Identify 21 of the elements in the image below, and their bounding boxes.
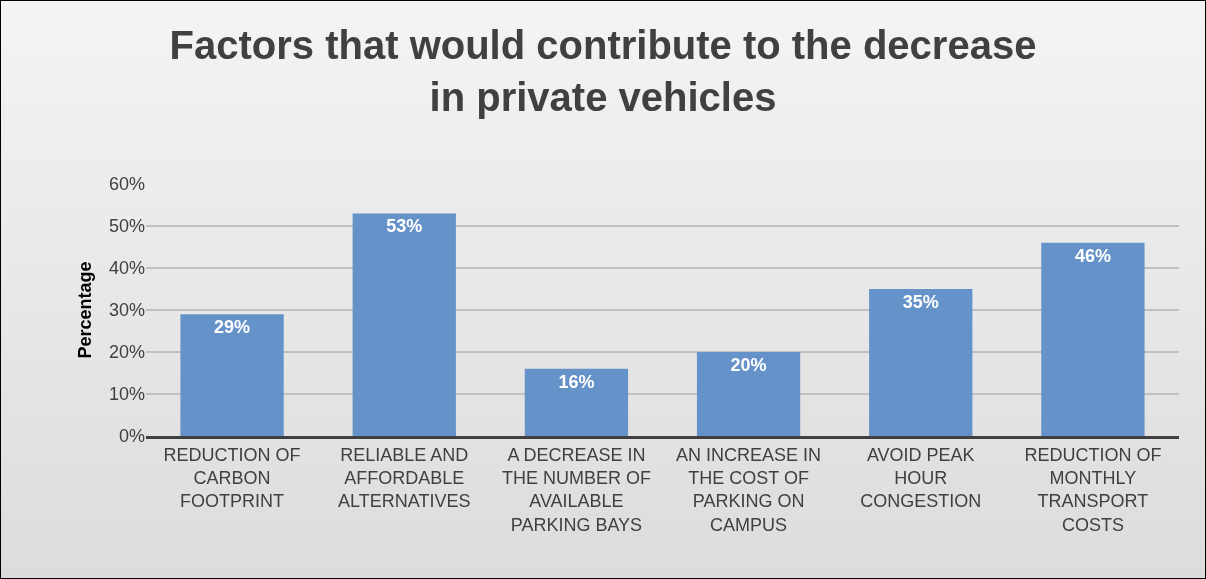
data-label: 35%	[902, 292, 939, 312]
y-tick-label: 20%	[108, 342, 145, 363]
y-tick-label: 30%	[108, 300, 145, 321]
y-tick-label: 50%	[108, 216, 145, 237]
data-label: 16%	[558, 371, 595, 392]
y-tick-label: 10%	[108, 384, 145, 405]
y-axis-title: Percentage	[75, 261, 96, 359]
y-tick-label: 0%	[118, 426, 145, 447]
x-tick-label: REDUCTION OF MONTHLY TRANSPORT COSTS	[1024, 444, 1162, 535]
data-label: 29%	[214, 317, 251, 338]
chart-title: Factors that would contribute to the decrease in private vehicles	[169, 22, 1037, 119]
x-tick-label: AVOID PEAK HOUR CONGESTION	[860, 444, 982, 512]
x-tick-label: REDUCTION OF CARBON FOOTPRINT	[163, 444, 301, 512]
x-tick-label: RELIABLE AND AFFORDABLE ALTERNATIVES	[338, 444, 471, 512]
x-tick-label: AN INCREASE IN THE COST OF PARKING ON CAMPUS	[676, 444, 822, 535]
y-tick-label: 60%	[108, 174, 145, 195]
y-tick-label: 40%	[108, 258, 145, 279]
data-label: 46%	[1074, 245, 1111, 266]
x-tick-label: A DECREASE IN THE NUMBER OF AVAILABLE PARKING BAYS	[501, 444, 651, 535]
data-label: 20%	[730, 355, 767, 375]
data-label: 53%	[386, 216, 423, 237]
